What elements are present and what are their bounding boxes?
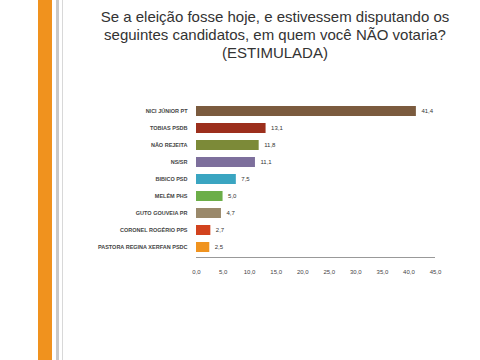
html-text:Se a eleição fosse hoje, e est: Se a eleição fosse hoje, e estivessem di… — [100, 8, 450, 61]
svg-text:5,0: 5,0 — [228, 193, 237, 199]
svg-text:PASTORA REGINA XERFAN PSDC: PASTORA REGINA XERFAN PSDC — [98, 244, 188, 250]
svg-text:2,7: 2,7 — [216, 227, 225, 233]
svg-text:20,0: 20,0 — [297, 269, 309, 275]
svg-text:GUTO GOUVEIA PR: GUTO GOUVEIA PR — [136, 210, 188, 216]
svg-text:4,7: 4,7 — [226, 210, 235, 216]
svg-text:40,0: 40,0 — [403, 269, 415, 275]
svg-text:NÃO REJEITA: NÃO REJEITA — [151, 142, 188, 148]
svg-text:5,0: 5,0 — [219, 269, 228, 275]
svg-text:10,0: 10,0 — [244, 269, 256, 275]
svg-text:NS/SR: NS/SR — [171, 159, 188, 165]
svg-text:TOBIAS PSDB: TOBIAS PSDB — [150, 125, 188, 131]
svg-text:2,5: 2,5 — [215, 244, 224, 250]
svg-text:MELÉM PHS: MELÉM PHS — [155, 192, 188, 199]
svg-text:30,0: 30,0 — [350, 269, 362, 275]
svg-text:NICI JÚNIOR PT: NICI JÚNIOR PT — [146, 108, 189, 114]
svg-text:45,0: 45,0 — [430, 269, 442, 275]
svg-text:13,1: 13,1 — [271, 125, 283, 131]
svg-text:25,0: 25,0 — [323, 269, 335, 275]
svg-text:41,4: 41,4 — [421, 108, 433, 114]
svg-text:7,5: 7,5 — [241, 176, 250, 182]
svg-text:BIBICO PSD: BIBICO PSD — [155, 176, 187, 182]
svg-text:15,0: 15,0 — [270, 269, 282, 275]
svg-text:CORONEL ROGÉRIO PPS: CORONEL ROGÉRIO PPS — [120, 226, 188, 233]
svg-text:11,1: 11,1 — [260, 159, 272, 165]
svg-text:11,8: 11,8 — [264, 142, 276, 148]
svg-text:0,0: 0,0 — [192, 269, 201, 275]
svg-text:35,0: 35,0 — [377, 269, 389, 275]
